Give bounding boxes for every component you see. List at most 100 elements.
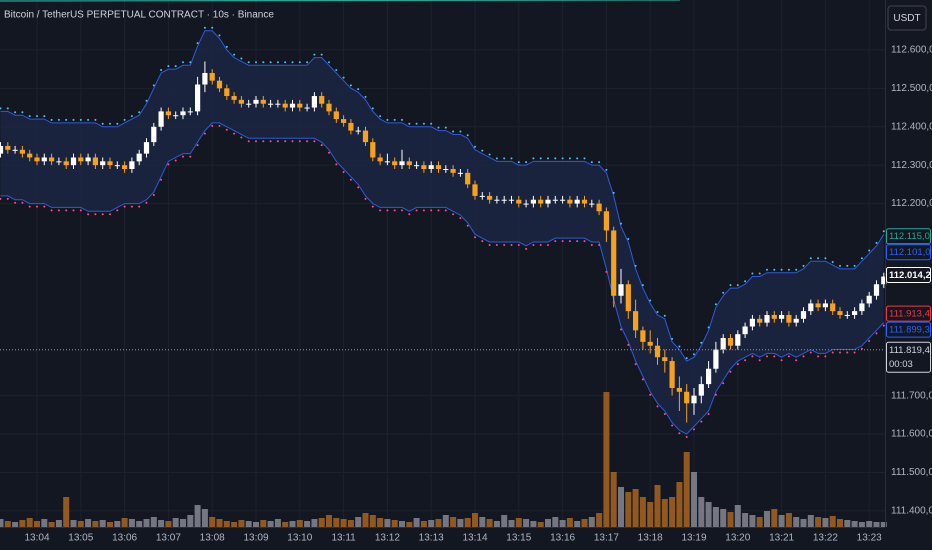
candle-body [370, 142, 376, 158]
lower-band-dot [846, 351, 849, 354]
upper-band-dot [860, 257, 863, 260]
candle-body [749, 318, 755, 327]
volume-bar [654, 485, 661, 527]
upper-band-dot [605, 168, 608, 171]
volume-bar [26, 518, 33, 527]
candle-body [136, 153, 142, 162]
candle-body [589, 203, 595, 205]
volume-bar [340, 519, 347, 527]
candle-body [881, 276, 887, 285]
upper-band-dot [817, 257, 820, 260]
upper-band-dot [751, 272, 754, 275]
lower-band-dot [459, 217, 462, 220]
volume-bar [296, 520, 303, 527]
upper-band-dot [532, 157, 535, 160]
lower-band-dot [700, 420, 703, 423]
upper-band-dot [0, 107, 2, 110]
candle-body [41, 157, 47, 162]
lower-band-dot [860, 347, 863, 350]
volume-bar [727, 512, 734, 527]
volume-bar [639, 497, 646, 527]
upper-band-line [0, 30, 885, 362]
upper-band-dot [824, 257, 827, 260]
x-tick-label: 13:05 [68, 533, 93, 544]
x-tick-label: 13:13 [419, 533, 444, 544]
candle-body [260, 99, 266, 104]
upper-band-dot [882, 230, 885, 233]
candle-body [523, 203, 529, 205]
currency-button-box[interactable] [887, 5, 927, 31]
lower-band-dot [145, 201, 148, 204]
lower-band-dot [182, 155, 184, 158]
candle-body [757, 318, 763, 323]
volume-bar [472, 513, 478, 527]
volume-bar [720, 509, 727, 527]
candle-body [297, 103, 303, 108]
x-tick-label: 13:09 [243, 533, 268, 544]
volume-bar [530, 521, 537, 527]
volume-bar [464, 518, 471, 527]
lower-band-dot [364, 197, 367, 200]
volume-bar [734, 505, 741, 527]
volume-bar [552, 517, 559, 527]
candle-body [465, 172, 471, 185]
volume-bar [566, 518, 573, 527]
top-accent-line [0, 0, 681, 2]
lower-band-dot [656, 405, 659, 408]
upper-band-dot [809, 257, 812, 260]
price-tag-box [886, 266, 931, 283]
volume-bar [347, 520, 354, 527]
candle-body [676, 387, 682, 392]
candle-body [786, 314, 792, 323]
lower-band-dot [109, 213, 111, 216]
candle-body [625, 284, 631, 312]
lower-band-dot [174, 159, 177, 162]
candle-body [362, 130, 369, 143]
candle-body [421, 165, 427, 170]
lower-band-dot [349, 178, 352, 181]
upper-band-dot [583, 157, 586, 160]
upper-band-dot [766, 268, 768, 271]
lower-band-dot [262, 140, 265, 143]
lower-band-dot [787, 355, 790, 358]
candle-body [195, 84, 201, 112]
candles [0, 61, 887, 423]
volume-bar [844, 520, 851, 527]
lower-band-dot [444, 209, 447, 212]
upper-band-dot [539, 157, 542, 160]
currency-button-label[interactable]: USDT [893, 13, 920, 24]
upper-band-dot [247, 61, 250, 64]
lower-band-dot [620, 328, 622, 331]
volume-bar [545, 519, 551, 527]
candle-body [253, 99, 259, 104]
upper-band-dot [561, 157, 564, 160]
lower-band-dot [751, 355, 754, 358]
volume-bar [333, 518, 340, 527]
x-tick-label: 13:15 [506, 533, 531, 544]
lower-band-dot [160, 178, 163, 181]
candle-body [852, 311, 858, 315]
currency-button[interactable]: USDT [887, 5, 927, 31]
axes: 112.600,0 112.500,0 112.400,0 112.300,0 112.… [24, 45, 932, 544]
lower-band-dot [590, 243, 593, 246]
lower-band-dot [693, 428, 695, 431]
upper-band-dot [233, 53, 236, 56]
candle-body [764, 314, 770, 323]
upper-band-dot [371, 107, 374, 110]
volume-bar [515, 518, 522, 527]
upper-band-dot [211, 26, 214, 29]
upper-band-dot [736, 284, 739, 287]
x-tick-label: 13:14 [462, 533, 487, 544]
upper-band-dot [517, 161, 520, 164]
volume-bar [121, 518, 128, 527]
candle-body [720, 338, 726, 350]
x-tick-label: 13:08 [200, 533, 225, 544]
candle-body [779, 314, 785, 319]
upper-band-dot [422, 122, 425, 125]
upper-band-dot [722, 291, 725, 294]
candle-body [866, 295, 872, 304]
volume-bar [180, 519, 186, 527]
upper-band-dot [50, 118, 53, 121]
lower-band-dot [430, 209, 433, 212]
candle-body [435, 165, 442, 170]
